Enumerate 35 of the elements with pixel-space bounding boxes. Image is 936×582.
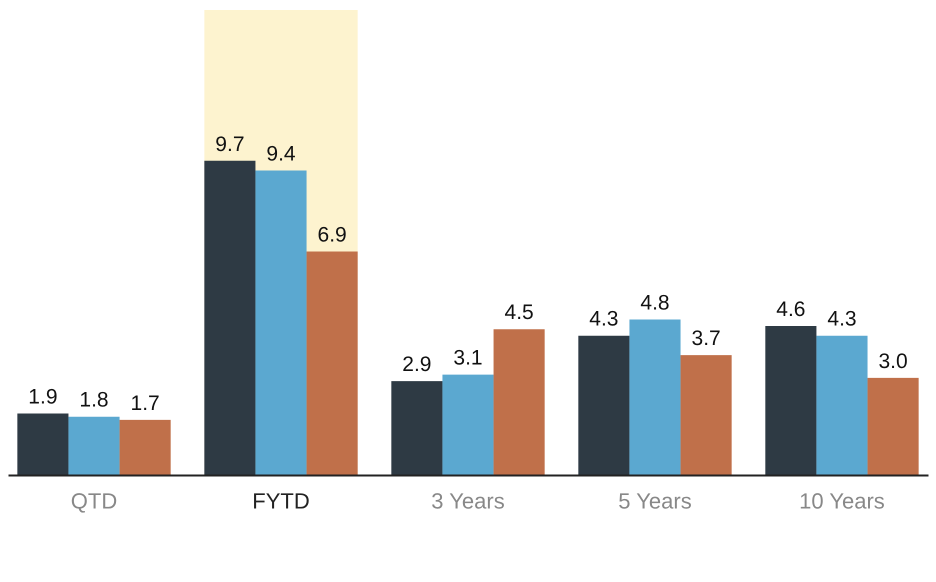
data-label: 4.3 — [589, 308, 618, 331]
x-tick-label: 10 Years — [799, 488, 885, 514]
data-label: 3.0 — [878, 350, 908, 373]
x-tick-label: FYTD — [252, 488, 310, 514]
x-tick-label: QTD — [70, 488, 118, 514]
data-label: 2.9 — [402, 353, 432, 376]
data-label: 9.4 — [266, 142, 296, 166]
data-label: 1.9 — [28, 385, 58, 408]
data-label: 4.3 — [827, 308, 857, 331]
data-label: 4.6 — [776, 298, 806, 322]
bar — [306, 252, 358, 475]
bar — [816, 336, 868, 475]
data-label: 9.7 — [215, 132, 244, 156]
data-label: 1.7 — [130, 392, 160, 415]
bar — [391, 381, 442, 475]
bar — [255, 170, 307, 475]
bar — [578, 336, 630, 475]
data-label: 3.1 — [453, 346, 483, 370]
bar — [17, 413, 68, 475]
bar — [868, 378, 919, 475]
data-label: 1.8 — [79, 388, 109, 412]
x-tick-label: 5 Years — [618, 488, 692, 514]
data-label: 4.5 — [504, 301, 534, 324]
data-label: 4.8 — [640, 292, 670, 315]
bar — [120, 420, 171, 475]
bar — [494, 329, 545, 475]
bar — [680, 355, 732, 475]
data-label: 6.9 — [318, 224, 347, 247]
bar — [765, 326, 816, 475]
bar — [629, 320, 681, 475]
bar — [442, 374, 494, 475]
x-tick-label: 3 Years — [431, 488, 505, 514]
bar — [68, 416, 120, 475]
data-label: 3.7 — [692, 327, 721, 350]
bar — [204, 160, 256, 475]
